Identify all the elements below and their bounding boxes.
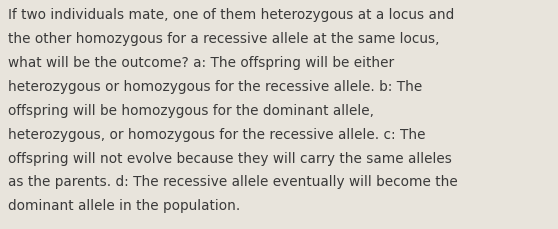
Text: heterozygous or homozygous for the recessive allele. b: The: heterozygous or homozygous for the reces… — [8, 79, 422, 93]
Text: offspring will not evolve because they will carry the same alleles: offspring will not evolve because they w… — [8, 151, 452, 165]
Text: what will be the outcome? a: The offspring will be either: what will be the outcome? a: The offspri… — [8, 56, 395, 70]
Text: the other homozygous for a recessive allele at the same locus,: the other homozygous for a recessive all… — [8, 32, 440, 46]
Text: dominant allele in the population.: dominant allele in the population. — [8, 199, 240, 213]
Text: as the parents. d: The recessive allele eventually will become the: as the parents. d: The recessive allele … — [8, 175, 458, 189]
Text: If two individuals mate, one of them heterozygous at a locus and: If two individuals mate, one of them het… — [8, 8, 455, 22]
Text: heterozygous, or homozygous for the recessive allele. c: The: heterozygous, or homozygous for the rece… — [8, 127, 426, 141]
Text: offspring will be homozygous for the dominant allele,: offspring will be homozygous for the dom… — [8, 103, 374, 117]
